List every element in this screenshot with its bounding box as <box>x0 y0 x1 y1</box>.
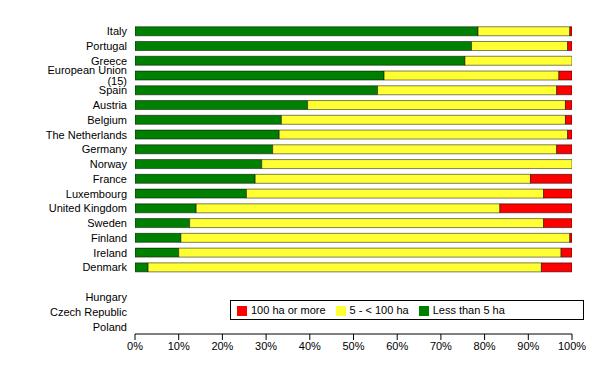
svg-text:Spain: Spain <box>99 84 127 96</box>
svg-text:10%: 10% <box>168 340 190 352</box>
svg-text:Denmark: Denmark <box>82 261 127 273</box>
svg-text:Belgium: Belgium <box>87 114 127 126</box>
svg-text:Ireland: Ireland <box>93 247 127 259</box>
svg-text:0%: 0% <box>127 340 143 352</box>
svg-text:The Netherlands: The Netherlands <box>46 129 128 141</box>
svg-text:40%: 40% <box>299 340 321 352</box>
svg-text:30%: 30% <box>255 340 277 352</box>
svg-text:60%: 60% <box>386 340 408 352</box>
svg-text:Italy: Italy <box>107 25 128 37</box>
svg-text:20%: 20% <box>211 340 233 352</box>
svg-text:Norway: Norway <box>90 158 128 170</box>
svg-text:France: France <box>93 173 127 185</box>
svg-text:United Kingdom: United Kingdom <box>49 202 127 214</box>
svg-text:50%: 50% <box>342 340 364 352</box>
svg-text:Germany: Germany <box>82 143 128 155</box>
svg-text:Austria: Austria <box>93 99 128 111</box>
svg-text:Finland: Finland <box>91 232 127 244</box>
svg-text:90%: 90% <box>517 340 539 352</box>
svg-text:Portugal: Portugal <box>86 40 127 52</box>
svg-text:70%: 70% <box>430 340 452 352</box>
svg-text:Hungary: Hungary <box>85 291 127 303</box>
svg-text:Poland: Poland <box>93 321 127 333</box>
svg-text:80%: 80% <box>474 340 496 352</box>
svg-text:100%: 100% <box>558 340 586 352</box>
svg-text:Luxembourg: Luxembourg <box>66 188 127 200</box>
svg-text:Czech Republic: Czech Republic <box>50 306 128 318</box>
svg-text:Sweden: Sweden <box>87 217 127 229</box>
